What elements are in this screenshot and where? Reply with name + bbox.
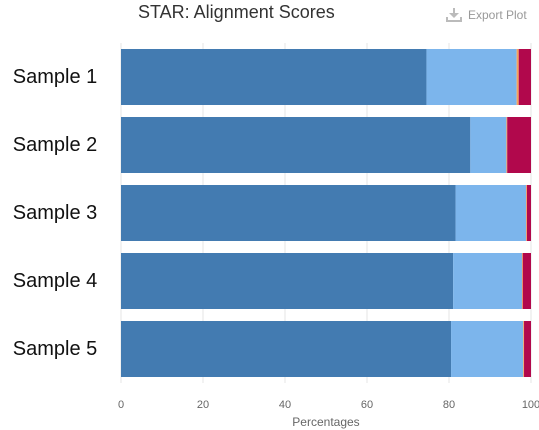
bar-segment[interactable]	[526, 185, 527, 241]
bar-segment[interactable]	[121, 321, 452, 377]
x-tick-label: 40	[279, 399, 291, 411]
bar-segment[interactable]	[453, 253, 522, 309]
bar-segment[interactable]	[507, 117, 531, 173]
bar-segment[interactable]	[506, 117, 508, 173]
category-label: Sample 1	[13, 66, 98, 88]
export-plot-label: Export Plot	[468, 8, 527, 22]
bar-segment[interactable]	[455, 185, 527, 241]
x-tick-label: 80	[443, 399, 455, 411]
bar-segment[interactable]	[451, 321, 524, 377]
category-label: Sample 5	[13, 338, 98, 360]
bar-segment[interactable]	[523, 321, 525, 377]
x-tick-label: 60	[361, 399, 373, 411]
download-icon	[446, 8, 462, 22]
bar-segment[interactable]	[121, 185, 456, 241]
bar-segment[interactable]	[426, 49, 517, 105]
bar-segment[interactable]	[516, 49, 519, 105]
bar-segment[interactable]	[121, 253, 454, 309]
x-tick-label: 0	[118, 399, 124, 411]
bar-segment[interactable]	[470, 117, 507, 173]
bar-segment[interactable]	[521, 253, 523, 309]
category-labels: Sample 1 Sample 2 Sample 3 Sample 4 Sample 5	[13, 66, 98, 360]
category-label: Sample 2	[13, 134, 98, 156]
bar-segment[interactable]	[522, 253, 531, 309]
bar-segment[interactable]	[518, 49, 531, 105]
bar-segment[interactable]	[121, 49, 427, 105]
bar-segment[interactable]	[526, 185, 531, 241]
bar-segment[interactable]	[524, 321, 531, 377]
category-label: Sample 4	[13, 270, 98, 292]
category-label: Sample 3	[13, 202, 98, 224]
x-tick-labels: 0 20 40 60 80 100	[118, 399, 539, 411]
x-axis-title: Percentages	[292, 415, 359, 429]
x-tick-label: 100	[522, 399, 539, 411]
bars	[121, 49, 531, 377]
export-plot-button[interactable]: Export Plot	[446, 8, 527, 22]
x-tick-label: 20	[197, 399, 209, 411]
bar-segment[interactable]	[121, 117, 471, 173]
chart-title: STAR: Alignment Scores	[138, 2, 335, 22]
